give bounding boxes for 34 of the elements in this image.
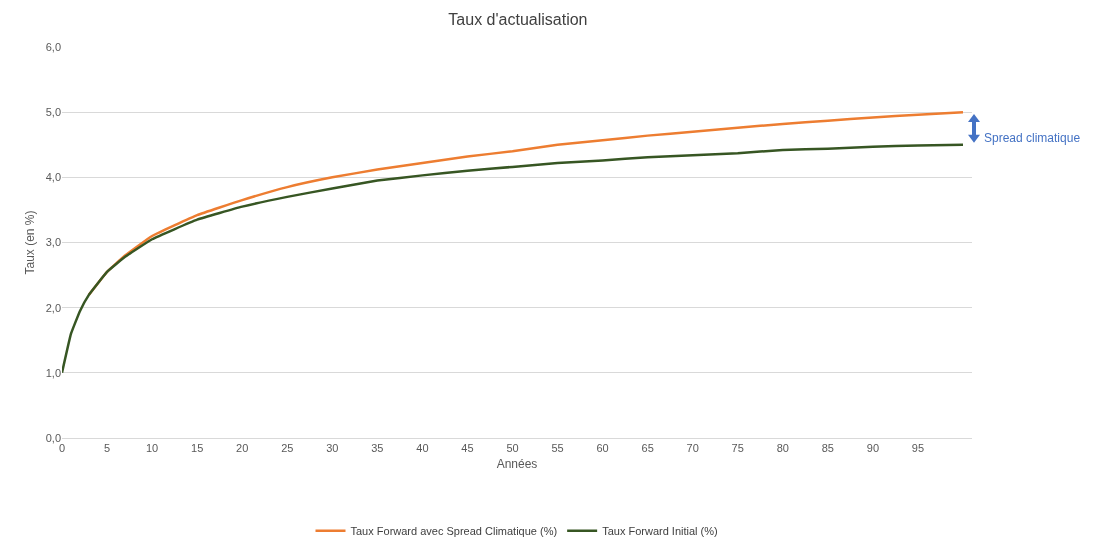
chart-title: Taux d'actualisation [448, 11, 588, 29]
legend-label: Taux Forward Initial (%) [602, 524, 718, 537]
x-axis-title: Années [496, 457, 538, 472]
x-tick-label: 65 [641, 442, 654, 455]
x-tick-label: 5 [103, 442, 111, 455]
x-tick-label: 80 [776, 442, 789, 455]
x-tick-label: 55 [551, 442, 564, 455]
legend-label: Taux Forward avec Spread Climatique (%) [350, 524, 558, 537]
x-tick-label: 60 [596, 442, 609, 455]
x-tick-label: 0 [58, 442, 66, 455]
y-tick-label: 2,0 [45, 301, 61, 314]
x-tick-label: 30 [326, 442, 339, 455]
x-tick-label: 20 [236, 442, 249, 455]
y-tick-label: 1,0 [45, 366, 61, 379]
y-tick-label: 0,0 [45, 431, 61, 444]
y-tick-label: 3,0 [45, 236, 61, 249]
y-tick-label: 5,0 [45, 106, 61, 119]
x-tick-label: 90 [866, 442, 880, 455]
x-tick-label: 15 [191, 442, 204, 455]
y-axis-title: Taux (en %) [23, 210, 37, 275]
x-tick-label: 70 [686, 442, 699, 455]
x-tick-label: 10 [145, 442, 159, 455]
text: Spread climatique [984, 131, 1081, 145]
y-tick-label: 6,0 [45, 40, 61, 53]
y-tick-label: 4,0 [45, 171, 61, 184]
x-tick-label: 95 [911, 442, 925, 455]
line-series [62, 143, 965, 375]
x-tick-label: 50 [506, 442, 519, 455]
x-tick-label: 85 [821, 442, 834, 455]
x-tick-label: 35 [371, 442, 384, 455]
x-tick-label: 45 [461, 442, 474, 455]
x-tick-label: 40 [416, 442, 429, 455]
x-tick-label: 25 [281, 442, 294, 455]
x-tick-label: 75 [731, 442, 744, 455]
